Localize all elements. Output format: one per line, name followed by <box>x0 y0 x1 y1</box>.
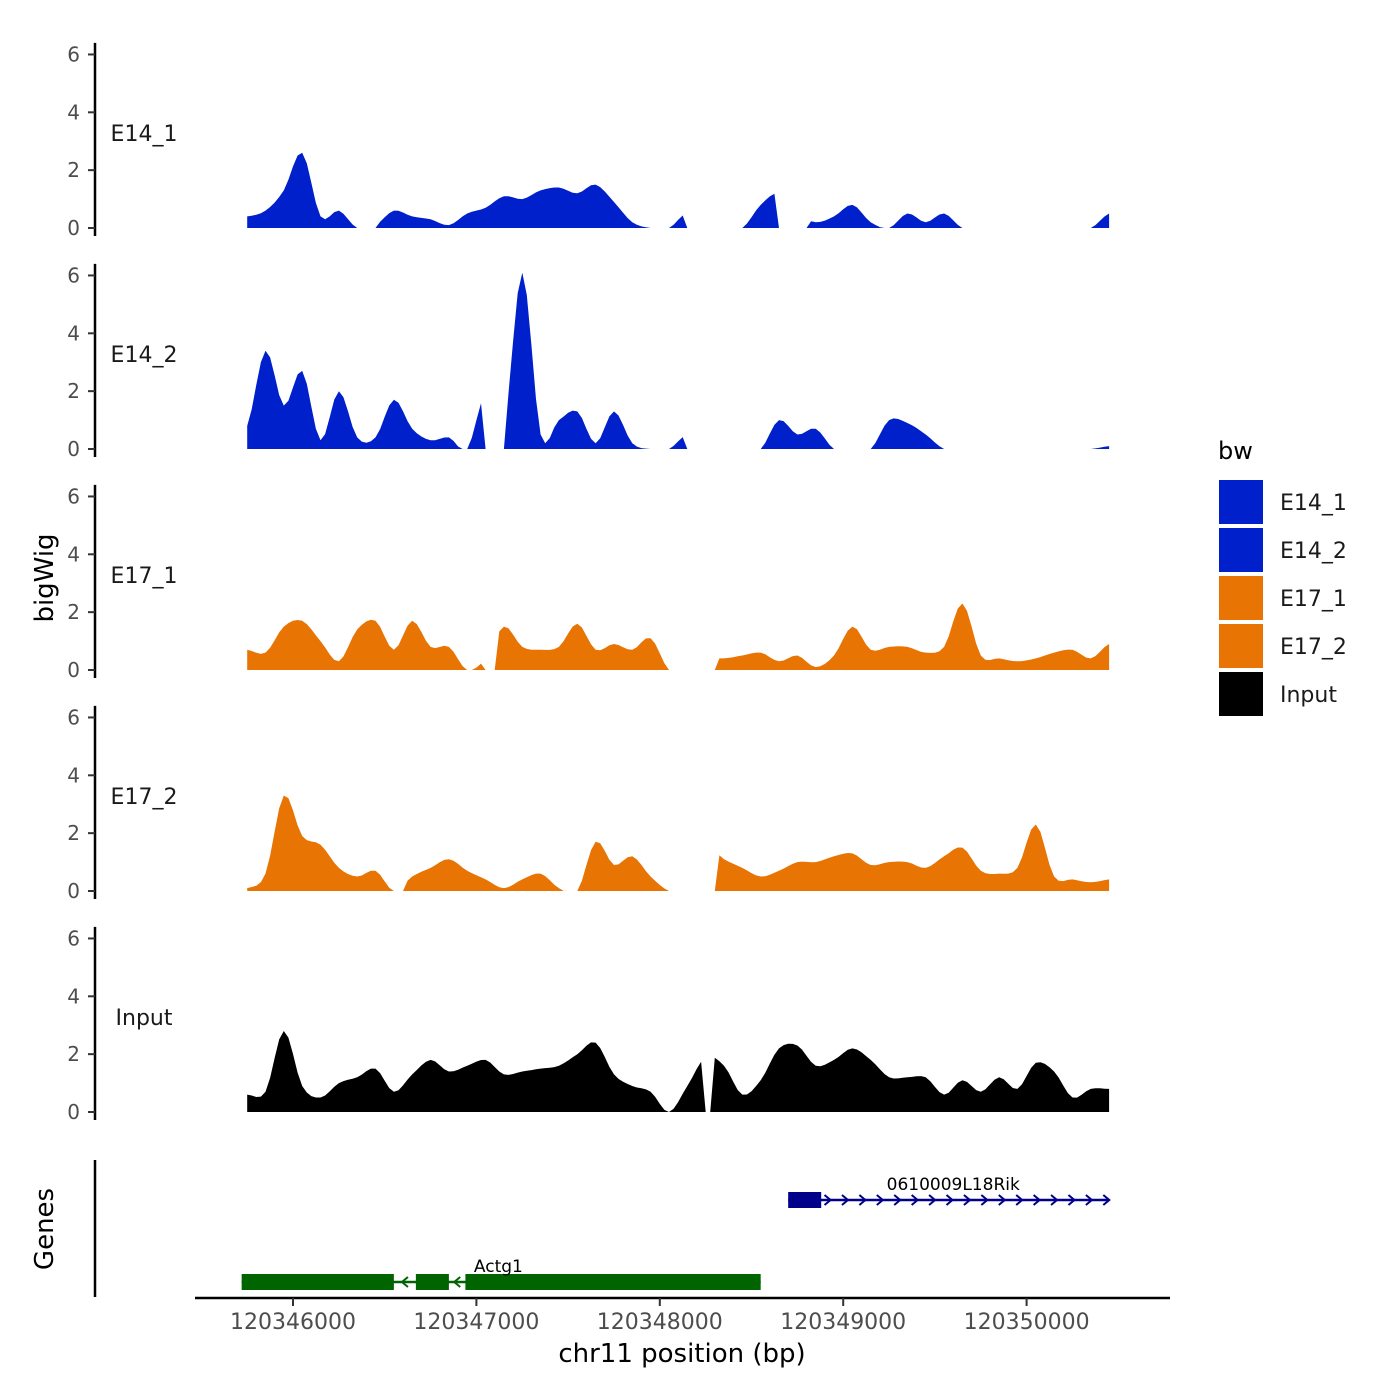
gene-0610009L18Rik: 0610009L18Rik <box>788 1175 1111 1208</box>
strand-arrow <box>876 1194 885 1206</box>
y-tick-label: 0 <box>67 879 80 903</box>
legend-label: E17_1 <box>1280 587 1347 612</box>
y-tick-label: 2 <box>67 158 80 182</box>
legend-swatch <box>1219 528 1263 572</box>
strand-arrow <box>928 1194 937 1206</box>
strand-arrow <box>400 1276 409 1288</box>
y-tick-label: 4 <box>67 763 80 787</box>
track-label: E14_1 <box>111 122 178 147</box>
track-E17_2: 0 2 4 6 E17_2 <box>67 705 1110 903</box>
strand-arrow <box>945 1194 955 1206</box>
coverage-tracks: 0 2 4 6 E14_1 0 2 4 6 E14_2 0 2 4 6 E17_1 0 2 4 6 E17_2 0 2 4 6… <box>67 42 1110 1124</box>
y-tick-label: 4 <box>67 321 80 345</box>
strand-arrow <box>1067 1194 1077 1206</box>
x-tick-label: 120347000 <box>413 1310 539 1335</box>
strand-arrow <box>980 1194 989 1206</box>
gene-name-label: Actg1 <box>474 1257 523 1277</box>
gene-track: 0610009L18Rik Actg1 <box>93 1160 1111 1297</box>
coverage-area-E17_2 <box>247 795 1110 891</box>
y-tick-label: 0 <box>67 437 80 461</box>
y-tick-label: 6 <box>67 484 80 508</box>
strand-arrow <box>452 1276 461 1288</box>
track-label: E14_2 <box>111 343 178 368</box>
y-tick-label: 2 <box>67 1042 80 1066</box>
y-tick-label: 2 <box>67 379 80 403</box>
legend: bw E14_1 E14_2 E17_1 E17_2 Input <box>1218 437 1347 716</box>
y-tick-label: 0 <box>67 658 80 682</box>
gene-exon <box>241 1274 394 1290</box>
strand-arrow <box>893 1194 902 1206</box>
x-axis: 120346000 120347000 120348000 120349000 1203… <box>195 1296 1170 1335</box>
strand-arrow <box>911 1194 920 1206</box>
x-tick-label: 120350000 <box>964 1310 1090 1335</box>
track-label: E17_1 <box>111 564 178 589</box>
y-tick-label: 0 <box>67 216 80 240</box>
track-label: Input <box>116 1006 173 1031</box>
legend-label: Input <box>1280 683 1337 708</box>
y-tick-label: 6 <box>67 926 80 950</box>
legend-label: E17_2 <box>1280 635 1347 660</box>
strand-arrow <box>1032 1194 1042 1206</box>
gene-exon <box>788 1192 822 1208</box>
legend-swatch <box>1219 480 1263 524</box>
y-tick-label: 4 <box>67 542 80 566</box>
strand-arrow <box>1015 1194 1024 1206</box>
legend-label: E14_1 <box>1280 491 1347 516</box>
strand-arrow <box>823 1194 833 1206</box>
strand-arrow <box>858 1194 867 1206</box>
y-tick-label: 4 <box>67 100 80 124</box>
legend-title: bw <box>1218 437 1253 465</box>
y-tick-label: 6 <box>67 42 80 66</box>
genes-track-label: Genes <box>30 1188 60 1270</box>
x-axis-label: chr11 position (bp) <box>558 1339 805 1369</box>
gene-name-label: 0610009L18Rik <box>887 1175 1020 1195</box>
strand-arrow <box>1050 1194 1059 1206</box>
y-tick-label: 2 <box>67 600 80 624</box>
track-E17_1: 0 2 4 6 E17_1 <box>67 484 1110 682</box>
gene-exon <box>465 1274 761 1290</box>
y-tick-label: 6 <box>67 705 80 729</box>
track-Input: 0 2 4 6 Input <box>67 926 1110 1124</box>
strand-arrow <box>998 1194 1007 1206</box>
track-E14_2: 0 2 4 6 E14_2 <box>67 263 1110 461</box>
strand-arrow <box>1085 1194 1094 1206</box>
y-tick-label: 0 <box>67 1100 80 1124</box>
coverage-area-E14_1 <box>247 152 1110 228</box>
y-tick-label: 6 <box>67 263 80 287</box>
legend-swatch <box>1219 624 1263 668</box>
y-tick-label: 2 <box>67 821 80 845</box>
x-tick-label: 120349000 <box>780 1310 906 1335</box>
legend-label: E14_2 <box>1280 539 1347 564</box>
x-tick-label: 120348000 <box>597 1310 723 1335</box>
strand-arrow <box>1102 1194 1111 1206</box>
coverage-area-E17_1 <box>247 603 1110 670</box>
y-axis-label: bigWig <box>30 533 60 622</box>
track-E14_1: 0 2 4 6 E14_1 <box>67 42 1110 240</box>
gene-Actg1: Actg1 <box>241 1257 761 1290</box>
coverage-area-Input <box>247 1031 1110 1112</box>
gene-exon <box>415 1274 449 1290</box>
coverage-area-E14_2 <box>247 272 1110 449</box>
x-tick-label: 120346000 <box>230 1310 356 1335</box>
track-label: E17_2 <box>111 785 178 810</box>
y-tick-label: 4 <box>67 984 80 1008</box>
strand-arrow <box>841 1194 850 1206</box>
legend-swatch <box>1219 672 1263 716</box>
legend-swatch <box>1219 576 1263 620</box>
strand-arrow <box>963 1194 972 1206</box>
